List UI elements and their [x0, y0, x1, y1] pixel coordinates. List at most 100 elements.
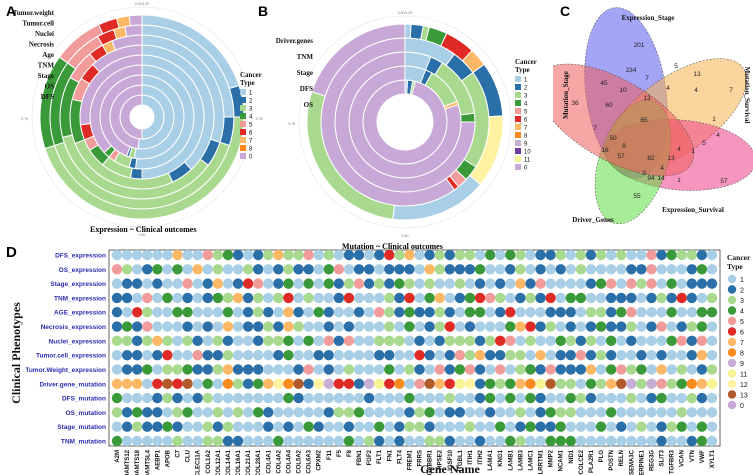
panel-d-dot-12-59 — [707, 421, 717, 431]
panel-d-dot-3-49 — [606, 293, 616, 303]
panel-d-dot-10-23 — [344, 393, 354, 403]
panel-d-dot-9-56 — [677, 379, 687, 389]
panel-a-ring-label-2: Nuclei — [35, 30, 54, 38]
panel-a-legend-label-7: 8 — [249, 147, 253, 153]
panel-d-dot-12-21 — [324, 421, 334, 431]
panel-d-dot-7-43 — [545, 350, 555, 360]
panel-d-row-label-9: Driver.gene_mutation — [40, 381, 106, 388]
panel-d-dot-1-12 — [233, 264, 243, 274]
panel-b-legend-swatch-4 — [515, 108, 521, 114]
panel-d-dot-13-42 — [535, 436, 545, 446]
panel-a-ring-label-6: Stage — [38, 72, 54, 80]
panel-d-dot-3-9 — [203, 293, 213, 303]
panel-d-dot-6-27 — [384, 336, 394, 346]
panel-d-dot-1-28 — [394, 264, 404, 274]
panel-d-dot-11-26 — [374, 407, 384, 417]
panel-d-dot-8-59 — [707, 364, 717, 374]
panel-d-dot-12-4 — [152, 421, 162, 431]
panel-d-dot-11-41 — [525, 407, 535, 417]
panel-d-dot-3-43 — [545, 293, 555, 303]
panel-d-dot-9-1 — [122, 379, 132, 389]
panel-d-dot-13-51 — [626, 436, 636, 446]
panel-d-gene-label-18: COL5A2 — [297, 449, 303, 473]
panel-d-dot-6-16 — [273, 336, 283, 346]
panel-d-dot-5-10 — [213, 321, 223, 331]
panel-d-dot-0-4 — [152, 250, 162, 260]
panel-d-dot-2-30 — [414, 278, 424, 288]
panel-b-legend-label-1: 2 — [524, 86, 528, 92]
panel-d-dot-12-38 — [495, 421, 505, 431]
panel-d-dot-11-13 — [243, 407, 253, 417]
panel-d-dot-2-14 — [253, 278, 263, 288]
panel-d-legend-label-9: 11 — [740, 372, 747, 379]
panel-d-gene-label-51: SEMA3C — [629, 449, 635, 475]
panel-d-dot-8-6 — [172, 364, 182, 374]
panel-d-dot-13-46 — [576, 436, 586, 446]
panel-d-dot-13-28 — [394, 436, 404, 446]
panel-d-dot-2-29 — [404, 278, 414, 288]
panel-d-dot-3-57 — [687, 293, 697, 303]
panel-d-dot-12-56 — [677, 421, 687, 431]
panel-d-dot-10-41 — [525, 393, 535, 403]
panel-d-dot-9-57 — [687, 379, 697, 389]
panel-d-dot-6-36 — [475, 336, 485, 346]
panel-d-gene-label-44: NCAM1 — [559, 449, 565, 471]
panel-d-gene-label-45: NID1 — [569, 449, 575, 463]
panel-a-ring-7-seg-7 — [125, 25, 142, 36]
panel-d-dot-12-15 — [263, 421, 273, 431]
panel-d-dot-4-32 — [435, 307, 445, 317]
panel-d-dot-2-19 — [303, 278, 313, 288]
panel-b-legend-label-8: 9 — [524, 142, 528, 148]
panel-d-dot-6-51 — [626, 336, 636, 346]
panel-d-dot-12-34 — [455, 421, 465, 431]
panel-d-dot-2-23 — [344, 278, 354, 288]
panel-d-dot-4-10 — [213, 307, 223, 317]
panel-d-row-label-12: Stage_mutation — [57, 424, 106, 431]
panel-d-dot-11-34 — [455, 407, 465, 417]
panel-d-dot-13-22 — [334, 436, 344, 446]
panel-d-dot-0-1 — [122, 250, 132, 260]
panel-d-dot-1-56 — [677, 264, 687, 274]
panel-d-dot-8-45 — [566, 364, 576, 374]
panel-d-dot-4-20 — [313, 307, 323, 317]
panel-d-dot-5-8 — [192, 321, 202, 331]
panel-d-dot-2-26 — [374, 278, 384, 288]
panel-d-dot-8-1 — [122, 364, 132, 374]
panel-d-legend-title-0: Cancer — [727, 253, 751, 262]
panel-d-dot-10-53 — [646, 393, 656, 403]
panel-d-dot-8-47 — [586, 364, 596, 374]
panel-d-dot-12-16 — [273, 421, 283, 431]
panel-d-dot-6-13 — [243, 336, 253, 346]
panel-d-dot-9-58 — [697, 379, 707, 389]
panel-a-title: Expression ~ Clinical outcomes — [90, 225, 196, 234]
panel-d-row-label-8: Tumor.Weight_expression — [25, 367, 106, 374]
panel-d-dot-13-20 — [313, 436, 323, 446]
panel-d-dot-11-40 — [515, 407, 525, 417]
panel-d-dot-8-11 — [223, 364, 233, 374]
panel-d-dot-4-35 — [465, 307, 475, 317]
panel-d-dot-10-35 — [465, 393, 475, 403]
panel-d-dot-7-37 — [485, 350, 495, 360]
panel-d-dot-13-13 — [243, 436, 253, 446]
panel-d-dot-11-25 — [364, 407, 374, 417]
panel-a-legend-title-1: Type — [240, 79, 255, 87]
panel-d-dot-5-27 — [384, 321, 394, 331]
panel-b-legend-label-5: 6 — [524, 118, 528, 124]
panel-d-gene-label-0: A2M — [115, 450, 121, 463]
panel-d-dot-2-18 — [293, 278, 303, 288]
panel-d-dot-7-25 — [364, 350, 374, 360]
panel-d-dot-1-10 — [213, 264, 223, 274]
panel-d-gene-label-10: COL12A1 — [216, 449, 222, 475]
panel-d-dot-0-59 — [707, 250, 717, 260]
panel-d-dot-10-40 — [515, 393, 525, 403]
panel-b-legend-label-0: 1 — [524, 78, 528, 84]
panel-d-dot-7-13 — [243, 350, 253, 360]
panel-d-dot-1-49 — [606, 264, 616, 274]
panel-d-dot-5-19 — [303, 321, 313, 331]
panel-d-dot-0-48 — [596, 250, 606, 260]
panel-d-dot-13-7 — [182, 436, 192, 446]
panel-c-set-label-0: Expression_Stage — [622, 14, 675, 22]
panel-d-dot-4-58 — [697, 307, 707, 317]
panel-d-dot-10-50 — [616, 393, 626, 403]
panel-d-dot-7-22 — [334, 350, 344, 360]
